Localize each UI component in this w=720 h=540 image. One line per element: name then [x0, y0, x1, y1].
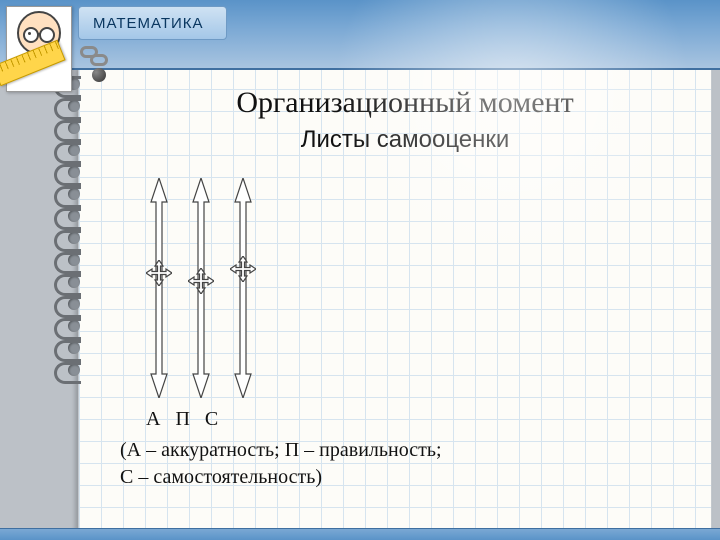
spiral-binding [62, 68, 86, 528]
legend-line-1: (А – аккуратность; П – правильность; [120, 439, 442, 461]
arrow-column-s[interactable] [224, 168, 262, 408]
arrows-group [140, 168, 310, 408]
legend-text: (А – аккуратность; П – правильность; С –… [120, 437, 560, 491]
arrow-column-p[interactable] [182, 168, 220, 408]
chain-ornament [80, 46, 120, 80]
slide-subtitle: Листы самооценки [110, 126, 700, 154]
double-arrow-icon [150, 178, 168, 398]
subject-label: МАТЕМАТИКА [93, 15, 204, 32]
move-handle-icon[interactable] [188, 268, 214, 294]
desk-area: Организационный момент Листы самооценки [0, 70, 720, 528]
move-handle-icon[interactable] [146, 260, 172, 286]
footer-bar [0, 528, 720, 540]
subject-banner: МАТЕМАТИКА [78, 6, 227, 40]
arrow-labels: А П С [146, 408, 700, 431]
slide-content: Организационный момент Листы самооценки [110, 86, 700, 518]
slide-title: Организационный момент [110, 86, 700, 120]
arrow-column-a[interactable] [140, 168, 178, 408]
move-handle-icon[interactable] [230, 256, 256, 282]
double-arrow-icon [234, 178, 252, 398]
legend-line-2: С – самостоятельность) [120, 466, 322, 488]
